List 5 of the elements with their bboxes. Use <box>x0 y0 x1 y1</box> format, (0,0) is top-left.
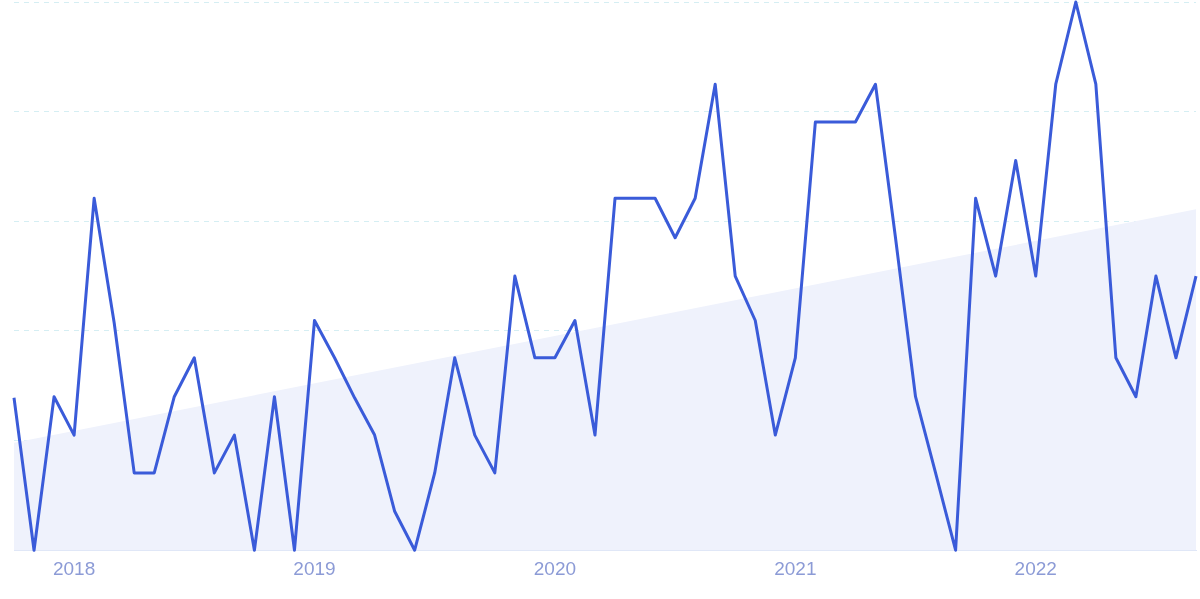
x-tick-label: 2022 <box>1014 557 1057 579</box>
x-tick-label: 2018 <box>52 557 96 579</box>
x-tick-label: 2020 <box>533 557 577 579</box>
x-tick-label: 2019 <box>293 557 336 579</box>
x-tick-label: 2021 <box>774 557 817 579</box>
